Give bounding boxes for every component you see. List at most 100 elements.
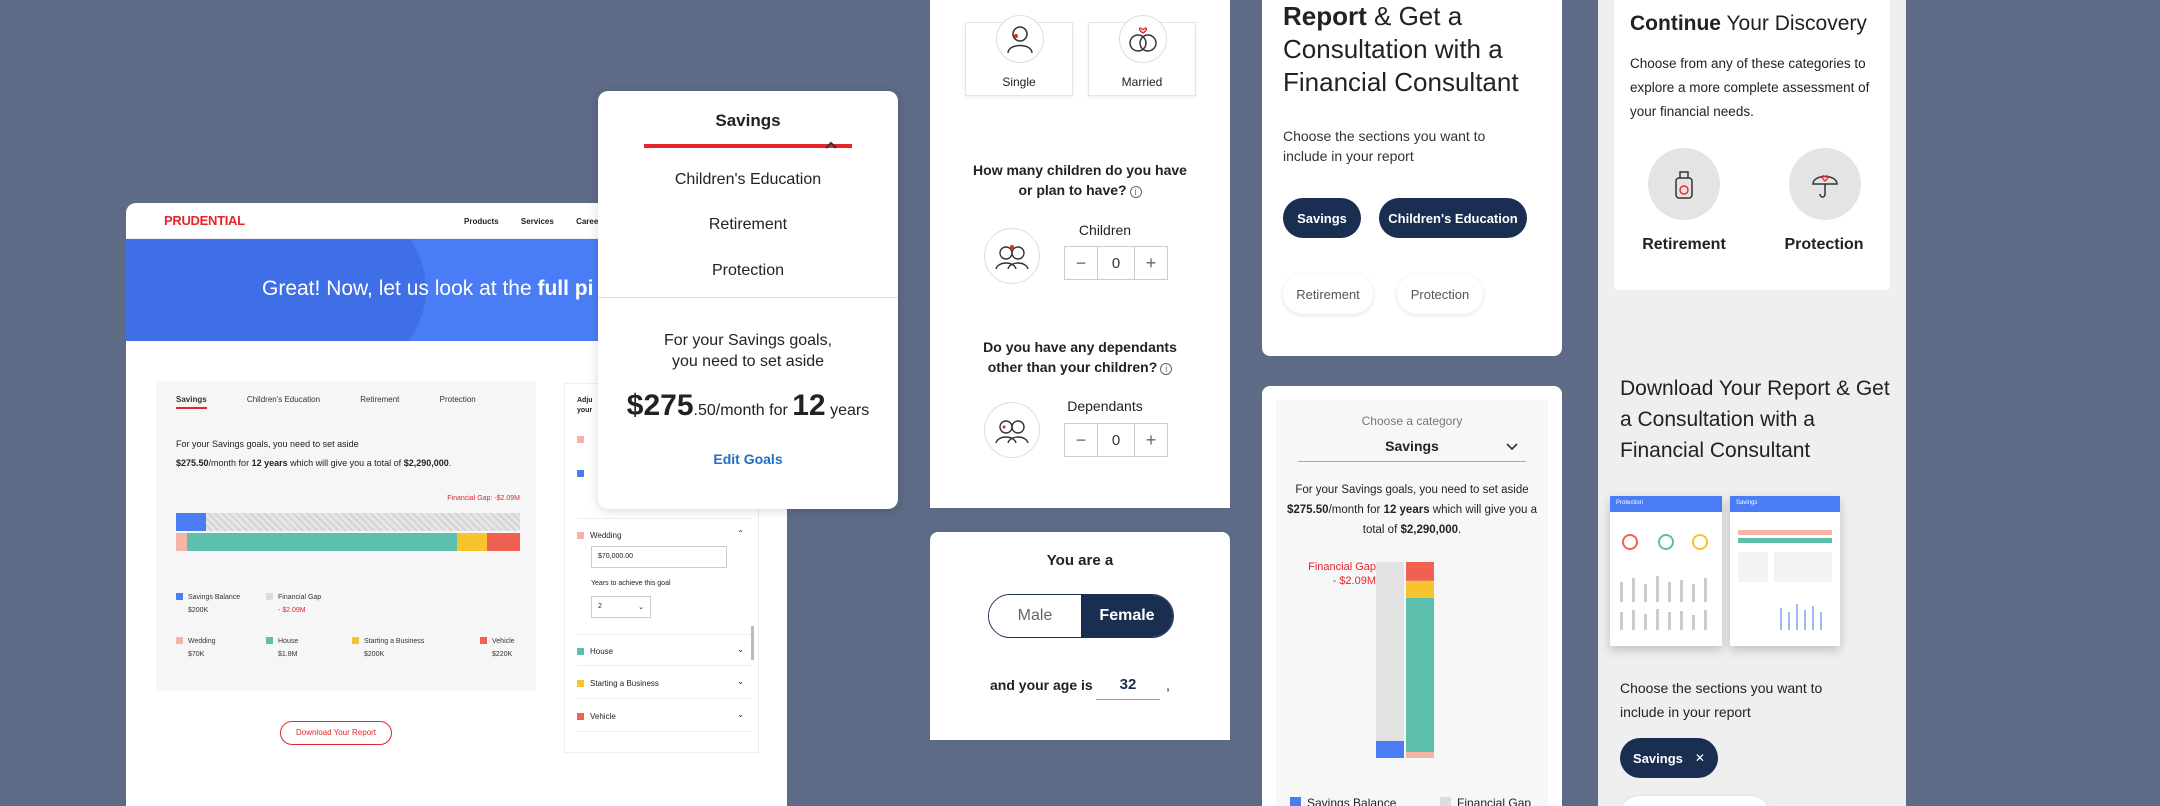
category-chart-panel: Choose a category Savings For your Savin… — [1276, 400, 1548, 806]
dependants-stepper[interactable]: − 0 + — [1064, 423, 1168, 457]
increment-button[interactable]: + — [1134, 423, 1168, 457]
retirement-icon[interactable] — [1648, 148, 1720, 220]
bar-segment-savings-balance — [176, 513, 207, 531]
info-icon[interactable]: i — [1160, 363, 1173, 375]
vehicle-row[interactable]: Vehicle ⌄ — [577, 700, 752, 732]
legend-swatch — [176, 593, 183, 600]
legend-swatch — [352, 637, 359, 644]
married-option[interactable]: Married — [1088, 15, 1196, 96]
dropdown-option-protection[interactable]: Protection — [711, 262, 785, 279]
unselected-chip[interactable] — [1620, 796, 1770, 806]
chevron-up-icon[interactable]: ⌃ — [737, 529, 744, 538]
children-question: How many children do you have or plan to… — [973, 162, 1187, 198]
tab-retirement[interactable]: Retirement — [360, 395, 400, 404]
increment-button[interactable]: + — [1134, 246, 1168, 280]
tab-childrens-education[interactable]: Children's Education — [246, 395, 321, 404]
legend-house: House $1.8M — [266, 635, 298, 661]
dropdown-option-retirement[interactable]: Retirement — [708, 216, 788, 233]
tab-protection[interactable]: Protection — [439, 395, 476, 404]
edit-goals-link[interactable]: Edit Goals — [713, 451, 783, 467]
age-input[interactable]: 32 — [1096, 670, 1160, 700]
decrement-button[interactable]: − — [1064, 246, 1098, 280]
info-icon[interactable]: i — [1129, 186, 1142, 198]
close-icon[interactable]: ✕ — [1694, 751, 1705, 765]
bar-segment-financial-gap — [206, 513, 520, 531]
report-title: Report & Get a Consultation with a Finan… — [1283, 1, 1519, 97]
years-select[interactable]: 2 ⌄ — [591, 596, 651, 618]
category-summary-text: For your Savings goals, you need to set … — [1287, 484, 1537, 536]
vertical-stacked-chart — [1376, 562, 1434, 758]
section-pill-protection[interactable]: Protection — [1397, 274, 1483, 314]
legend-swatch — [577, 648, 584, 655]
gender-age-card: You are a Male Female and your age is 32… — [930, 532, 1230, 740]
category-chart-card: Choose a category Savings For your Savin… — [1262, 386, 1562, 806]
bar-segment-house — [1406, 597, 1434, 753]
bar-segment-house — [186, 533, 457, 551]
continue-text: Choose from any of these categories to e… — [1630, 56, 1870, 119]
report-thumbnail-savings[interactable]: Savings — [1730, 496, 1840, 646]
single-person-icon — [996, 15, 1044, 63]
wedding-row[interactable]: Wedding ⌃ — [577, 518, 752, 540]
savings-summary-panel: Savings Children's Education Retirement … — [156, 381, 536, 691]
business-row[interactable]: Starting a Business ⌄ — [577, 667, 752, 699]
protection-label[interactable]: Protection — [1784, 236, 1864, 253]
stacked-bar-top — [176, 513, 520, 531]
choose-category-label: Choose a category — [1361, 414, 1463, 428]
dropdown-option-childrens-education[interactable]: Children's Education — [674, 171, 822, 188]
protection-umbrella-icon[interactable] — [1789, 148, 1861, 220]
category-dropdown-card: Savings Children's Education Retirement … — [598, 91, 898, 509]
legend-swatch — [1290, 797, 1301, 806]
children-stepper[interactable]: − 0 + — [1064, 246, 1168, 280]
thumbnail-content — [1738, 530, 1832, 630]
chevron-down-icon: ⌄ — [737, 710, 744, 719]
legend-wedding: Wedding $70K — [176, 635, 216, 661]
chevron-up-icon[interactable] — [824, 115, 838, 175]
section-pill-retirement[interactable]: Retirement — [1283, 274, 1373, 314]
family-questionnaire-card: Single Married How many children do you … — [930, 0, 1230, 508]
nav-services[interactable]: Services — [520, 217, 554, 226]
continue-discovery-card: Continue Your Discovery Choose from any … — [1614, 0, 1890, 290]
row-marker — [577, 436, 584, 443]
decrement-button[interactable]: − — [1064, 423, 1098, 457]
legend-vehicle: Vehicle $220K — [480, 635, 515, 661]
single-option[interactable]: Single — [965, 15, 1073, 96]
section-pill-childrens-education[interactable]: Children's Education — [1379, 198, 1527, 238]
dependants-value[interactable]: 0 — [1098, 423, 1134, 457]
download-report-button[interactable]: Download Your Report — [280, 721, 392, 745]
gap-annotation: Financial Gap - $2.09M — [1308, 561, 1376, 587]
report-thumbnail-protection[interactable]: Protection — [1610, 496, 1722, 646]
selected-chip-savings[interactable]: Savings ✕ — [1620, 738, 1718, 778]
bar-segment-starting-a-business — [456, 533, 487, 551]
top-nav: PRUDENTIAL Products Services Careers — [126, 203, 787, 239]
report-subtitle: Choose the sections you want to include … — [1283, 128, 1486, 164]
legend-savings-balance: Savings Balance $200K — [176, 591, 240, 617]
scrollbar[interactable] — [751, 626, 754, 660]
bar-segment-vehicle — [1406, 562, 1434, 581]
house-row[interactable]: House ⌄ — [577, 634, 752, 666]
category-select[interactable]: Savings — [1298, 430, 1526, 462]
dependants-icon — [984, 402, 1040, 458]
legend-starting-business: Starting a Business $200K — [352, 635, 424, 661]
divider — [598, 297, 898, 298]
gender-toggle[interactable]: Male Female — [988, 594, 1174, 638]
children-value[interactable]: 0 — [1098, 246, 1134, 280]
years-label: Years to achieve this goal — [591, 580, 671, 587]
savings-summary-text: For your Savings goals, you need to set … — [176, 439, 452, 468]
nav-careers[interactable]: Careers — [576, 217, 606, 226]
wedding-amount-input[interactable]: $70,000.00 — [591, 546, 727, 568]
prudential-logo[interactable]: PRUDENTIAL — [164, 213, 245, 228]
female-option[interactable]: Female — [1081, 595, 1173, 637]
male-option[interactable]: Male — [989, 595, 1081, 637]
nav-products[interactable]: Products — [464, 217, 499, 226]
legend-swatch — [266, 637, 273, 644]
row-marker — [577, 470, 584, 477]
legend-swatch — [480, 637, 487, 644]
section-pill-savings[interactable]: Savings — [1283, 198, 1361, 238]
adjust-title: Adju your — [577, 397, 593, 414]
chevron-down-icon[interactable] — [1506, 430, 1518, 462]
rings-icon — [1119, 15, 1167, 63]
retirement-label[interactable]: Retirement — [1642, 236, 1726, 253]
tab-savings[interactable]: Savings — [176, 395, 207, 404]
dropdown-selected[interactable]: Savings — [644, 91, 852, 149]
chevron-down-icon: ⌄ — [737, 645, 744, 654]
